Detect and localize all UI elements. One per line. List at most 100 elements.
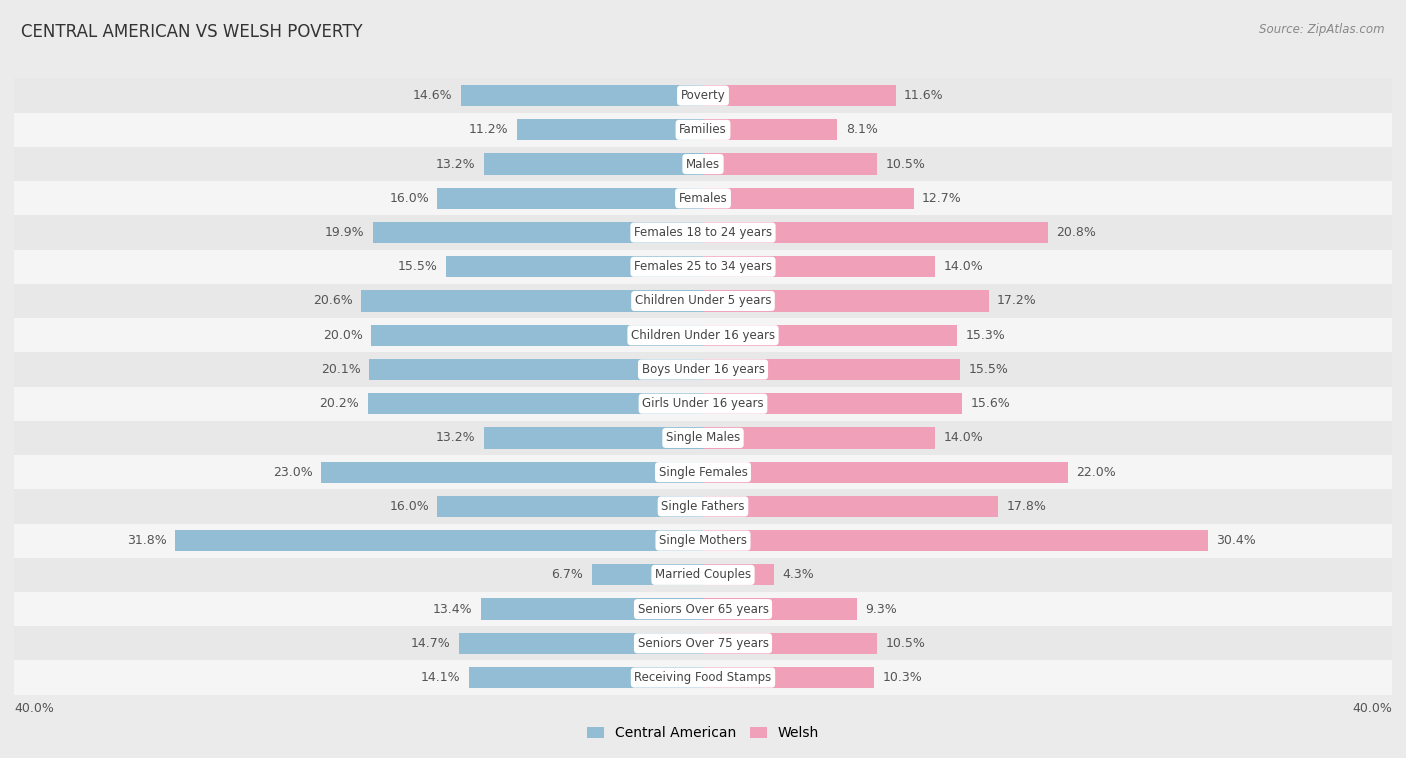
Text: 16.0%: 16.0% (389, 500, 429, 513)
Text: Poverty: Poverty (681, 89, 725, 102)
Bar (6, 592, 1400, 626)
Bar (481, 599, 703, 620)
Bar (703, 428, 935, 449)
Bar (6, 113, 1400, 147)
Text: 13.4%: 13.4% (433, 603, 472, 615)
Bar (6, 181, 1400, 215)
Bar (703, 496, 998, 517)
Text: Families: Families (679, 124, 727, 136)
Text: 15.5%: 15.5% (969, 363, 1008, 376)
Bar (517, 119, 703, 140)
Text: 31.8%: 31.8% (127, 534, 167, 547)
Bar (703, 359, 960, 380)
Bar (361, 290, 703, 312)
Text: 14.7%: 14.7% (411, 637, 451, 650)
Bar (373, 222, 703, 243)
Bar (592, 564, 703, 585)
Bar (703, 290, 988, 312)
Text: 13.2%: 13.2% (436, 431, 475, 444)
Bar (703, 256, 935, 277)
Bar (484, 428, 703, 449)
Bar (703, 393, 962, 415)
Text: 13.2%: 13.2% (436, 158, 475, 171)
Bar (703, 153, 877, 174)
Bar (6, 524, 1400, 558)
Bar (703, 462, 1069, 483)
Text: Boys Under 16 years: Boys Under 16 years (641, 363, 765, 376)
Bar (703, 667, 875, 688)
Text: 20.6%: 20.6% (314, 295, 353, 308)
Text: CENTRAL AMERICAN VS WELSH POVERTY: CENTRAL AMERICAN VS WELSH POVERTY (21, 23, 363, 41)
Bar (703, 85, 896, 106)
Text: Single Females: Single Females (658, 465, 748, 478)
Legend: Central American, Welsh: Central American, Welsh (582, 721, 824, 746)
Text: Children Under 5 years: Children Under 5 years (634, 295, 772, 308)
Bar (370, 359, 703, 380)
Text: 19.9%: 19.9% (325, 226, 364, 239)
Text: 14.0%: 14.0% (943, 431, 983, 444)
Text: 15.6%: 15.6% (970, 397, 1010, 410)
Text: 23.0%: 23.0% (273, 465, 314, 478)
Bar (6, 352, 1400, 387)
Bar (437, 188, 703, 209)
Bar (461, 85, 703, 106)
Text: 6.7%: 6.7% (551, 568, 583, 581)
Text: 11.6%: 11.6% (904, 89, 943, 102)
Text: Source: ZipAtlas.com: Source: ZipAtlas.com (1260, 23, 1385, 36)
Text: Seniors Over 65 years: Seniors Over 65 years (637, 603, 769, 615)
Text: 10.5%: 10.5% (886, 637, 925, 650)
Text: 20.1%: 20.1% (321, 363, 361, 376)
Text: Receiving Food Stamps: Receiving Food Stamps (634, 671, 772, 684)
Bar (6, 147, 1400, 181)
Text: Females 18 to 24 years: Females 18 to 24 years (634, 226, 772, 239)
Bar (371, 324, 703, 346)
Bar (6, 215, 1400, 249)
Bar (458, 633, 703, 654)
Bar (703, 188, 914, 209)
Bar (703, 324, 957, 346)
Bar (6, 489, 1400, 524)
Text: 4.3%: 4.3% (783, 568, 814, 581)
Text: 14.6%: 14.6% (413, 89, 453, 102)
Text: 30.4%: 30.4% (1216, 534, 1256, 547)
Text: 40.0%: 40.0% (14, 702, 53, 716)
Bar (367, 393, 703, 415)
Bar (6, 626, 1400, 660)
Text: Females 25 to 34 years: Females 25 to 34 years (634, 260, 772, 274)
Text: 15.3%: 15.3% (966, 329, 1005, 342)
Bar (321, 462, 703, 483)
Text: 8.1%: 8.1% (846, 124, 877, 136)
Text: Females: Females (679, 192, 727, 205)
Bar (703, 633, 877, 654)
Bar (6, 387, 1400, 421)
Text: 9.3%: 9.3% (866, 603, 897, 615)
Bar (6, 421, 1400, 455)
Text: 10.5%: 10.5% (886, 158, 925, 171)
Bar (703, 564, 775, 585)
Bar (6, 318, 1400, 352)
Text: 11.2%: 11.2% (470, 124, 509, 136)
Bar (437, 496, 703, 517)
Text: 14.1%: 14.1% (420, 671, 461, 684)
Text: Single Mothers: Single Mothers (659, 534, 747, 547)
Bar (6, 558, 1400, 592)
Bar (6, 284, 1400, 318)
Bar (6, 660, 1400, 694)
Bar (703, 599, 858, 620)
Text: 12.7%: 12.7% (922, 192, 962, 205)
Text: 22.0%: 22.0% (1077, 465, 1116, 478)
Text: 17.2%: 17.2% (997, 295, 1036, 308)
Text: 10.3%: 10.3% (883, 671, 922, 684)
Text: Single Fathers: Single Fathers (661, 500, 745, 513)
Bar (703, 222, 1049, 243)
Text: Married Couples: Married Couples (655, 568, 751, 581)
Text: Girls Under 16 years: Girls Under 16 years (643, 397, 763, 410)
Bar (703, 530, 1208, 551)
Bar (6, 249, 1400, 284)
Text: 40.0%: 40.0% (1353, 702, 1392, 716)
Text: Males: Males (686, 158, 720, 171)
Bar (176, 530, 703, 551)
Text: 20.2%: 20.2% (319, 397, 360, 410)
Text: 14.0%: 14.0% (943, 260, 983, 274)
Bar (484, 153, 703, 174)
